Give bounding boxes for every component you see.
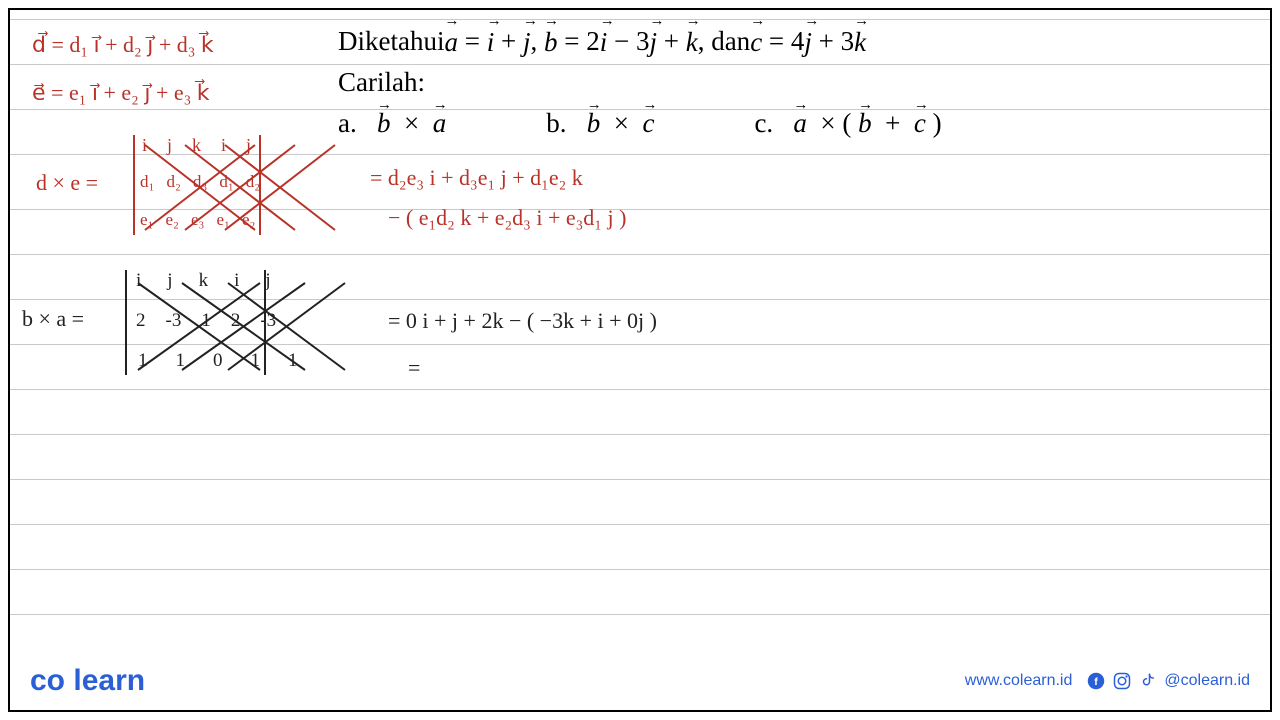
find-line: Carilah: [338, 64, 1250, 100]
footer-url: www.colearn.id [965, 672, 1073, 690]
m1-r3c3: e₃ [191, 210, 204, 230]
m2-r1c2: j [167, 270, 172, 292]
m2-r3c5: 1 [288, 350, 298, 372]
handwritten-e-def: e⃗ = e₁ i⃗ + e₂ j⃗ + e₃ k⃗ [32, 80, 210, 106]
subpart-a: a. →b × →a [338, 106, 446, 139]
subpart-b-label: b. [546, 108, 566, 138]
subpart-a-label: a. [338, 108, 357, 138]
eq-text: = [458, 23, 487, 59]
m2-r2c5: -3 [260, 310, 276, 332]
m2-r1c4: i [234, 270, 239, 292]
vector-k: →k [686, 22, 698, 60]
times: × ( [814, 108, 852, 138]
problem-statement: Diketahui →a = →i + →j , →b = 2 →i − 3 →… [338, 22, 1250, 101]
m1-r3c4: e₁ [216, 210, 229, 230]
page-frame: Diketahui →a = →i + →j , →b = 2 →i − 3 →… [8, 8, 1272, 712]
handwritten-dxe-result-top: = d₂e₃ i + d₃e₁ j + d₁e₂ k [370, 165, 583, 191]
vector-i: →i [487, 22, 495, 60]
m2-r2c4: 2 [231, 310, 241, 332]
social-icons: f @colearn.id [1086, 671, 1250, 691]
subpart-b: b. →b × →c [546, 106, 654, 139]
times: × [397, 108, 426, 138]
vector-a: →a [793, 106, 807, 139]
m1-r1c5: j [246, 135, 251, 156]
m1-r3c2: e₂ [165, 210, 178, 230]
m2-r1c1: i [136, 270, 141, 292]
m1-r2c2: d₂ [166, 172, 180, 192]
m1-r1c1: i [142, 135, 147, 156]
m1-r2c5: d₂ [246, 172, 260, 192]
footer-handle: @colearn.id [1164, 672, 1250, 690]
m2-r3c3: 0 [213, 350, 223, 372]
m1-r1c2: j [167, 135, 172, 156]
m1-r3c1: e₁ [140, 210, 153, 230]
subpart-c: c. →a × ( →b + →c ) [754, 106, 941, 139]
subpart-c-label: c. [754, 108, 773, 138]
sarrus-matrix-bxa: i j k i j 2 -3 1 2 -3 1 1 0 1 1 [120, 265, 350, 380]
handwritten-bxa-result2: = [408, 355, 420, 381]
sarrus-matrix-de: i j k i j d₁ d₂ d₃ d₁ d₂ e₁ e₂ e₃ e₁ e₂ [130, 130, 340, 240]
m2-r1c3: k [199, 270, 209, 292]
m2-r3c2: 1 [176, 350, 186, 372]
subparts-row: a. →b × →a b. →b × →c c. →a × ( →b + →c … [338, 106, 1250, 139]
brand-logo: co learn [30, 664, 145, 698]
vector-c: →c [750, 22, 762, 60]
footer-right: www.colearn.id f @colearn.id [965, 671, 1250, 691]
eq-text: = 4 [762, 23, 804, 59]
m2-r1c5: j [265, 270, 270, 292]
vector-c: →c [914, 106, 926, 139]
m1-r2c3: d₃ [193, 172, 207, 192]
instagram-icon [1112, 671, 1132, 691]
brand-co: co [30, 664, 65, 697]
vector-a: →a [433, 106, 447, 139]
eq-text: = 2 [557, 23, 599, 59]
vector-j: →j [523, 22, 531, 60]
svg-text:f: f [1095, 676, 1099, 688]
vector-c: →c [642, 106, 654, 139]
paren-close: ) [933, 108, 942, 138]
m1-r1c4: i [221, 135, 226, 156]
given-line: Diketahui →a = →i + →j , →b = 2 →i − 3 →… [338, 22, 1250, 60]
handwritten-dxe-lhs: d × e = [36, 170, 98, 196]
vector-a: →a [444, 22, 458, 60]
footer: co learn www.colearn.id f @colearn.id [30, 664, 1250, 698]
vector-b: →b [544, 22, 558, 60]
given-prefix: Diketahui [338, 23, 444, 59]
m2-r3c1: 1 [138, 350, 148, 372]
vector-j: →j [804, 22, 812, 60]
m2-r2c3: 1 [201, 310, 211, 332]
vector-i: →i [600, 22, 608, 60]
m1-r3c5: e₂ [242, 210, 255, 230]
vector-b: →b [587, 106, 601, 139]
brand-learn: learn [73, 664, 145, 697]
vector-j: →j [649, 22, 657, 60]
m2-r2c2: -3 [166, 310, 182, 332]
handwritten-dxe-result-bot: − ( e₁d₂ k + e₂d₃ i + e₃d₁ j ) [388, 205, 626, 231]
times: × [607, 108, 636, 138]
m2-r2c1: 2 [136, 310, 146, 332]
vector-k: →k [854, 22, 866, 60]
handwritten-bxa-result1: = 0 i + j + 2k − ( −3k + i + 0j ) [388, 308, 657, 334]
m1-r2c4: d₁ [219, 172, 233, 192]
m1-r1c3: k [192, 135, 201, 156]
handwritten-d-def: d⃗ = d₁ i⃗ + d₂ j⃗ + d₃ k⃗ [32, 32, 214, 58]
plus: + [878, 108, 907, 138]
handwritten-bxa-lhs: b × a = [22, 306, 84, 332]
vector-b: →b [377, 106, 391, 139]
tiktok-icon [1138, 671, 1158, 691]
facebook-icon: f [1086, 671, 1106, 691]
vector-b: →b [858, 106, 872, 139]
dan-text: , dan [698, 23, 750, 59]
m1-r2c1: d₁ [140, 172, 154, 192]
m2-r3c4: 1 [251, 350, 261, 372]
